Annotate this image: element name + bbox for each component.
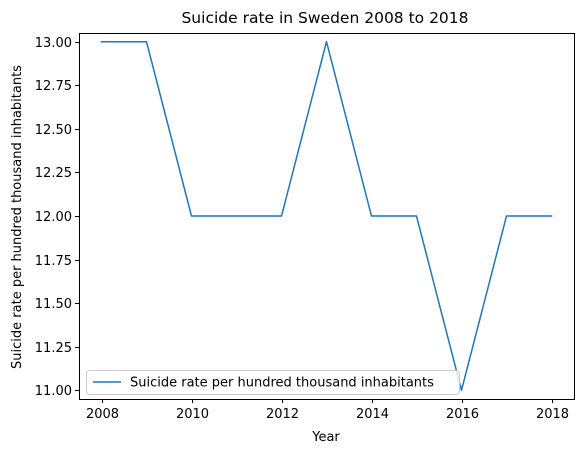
ticks: 2008 2010 2012 2014 2016 2018 11.00 11.25 11.50 1…	[35, 36, 569, 422]
y-tick-label: 12.75	[35, 79, 72, 94]
chart-title: Suicide rate in Sweden 2008 to 2018	[181, 9, 468, 27]
x-tick-label: 2014	[356, 407, 389, 422]
series-line	[100, 40, 553, 392]
y-axis-title: Suicide rate per hundred thousand inhabi…	[10, 65, 25, 369]
y-tick-label: 11.25	[35, 341, 72, 356]
plot-frame	[79, 33, 575, 400]
y-tick-label: 12.25	[35, 166, 72, 181]
x-tick-label: 2012	[266, 407, 299, 422]
series-layer	[100, 40, 553, 392]
y-tick-label: 12.00	[35, 210, 72, 225]
y-tick-label: 11.50	[35, 297, 72, 312]
y-tick-label: 11.75	[35, 254, 72, 269]
x-tick-label: 2010	[176, 407, 209, 422]
x-tick-label: 2008	[86, 407, 119, 422]
y-tick-label: 11.00	[35, 384, 72, 399]
y-tick-label: 13.00	[35, 36, 72, 51]
y-tick-label: 12.50	[35, 123, 72, 138]
x-tick-label: 2016	[446, 407, 479, 422]
plot-background	[79, 33, 574, 399]
x-tick-label: 2018	[536, 407, 569, 422]
x-axis-title: Year	[311, 430, 340, 445]
legend: Suicide rate per hundred thousand inhabi…	[86, 370, 460, 395]
legend-box	[86, 370, 460, 395]
plot-area: 2008 2010 2012 2014 2016 2018 11.00 11.25 11.50 1…	[35, 33, 575, 422]
legend-label: Suicide rate per hundred thousand inhabi…	[130, 376, 434, 391]
